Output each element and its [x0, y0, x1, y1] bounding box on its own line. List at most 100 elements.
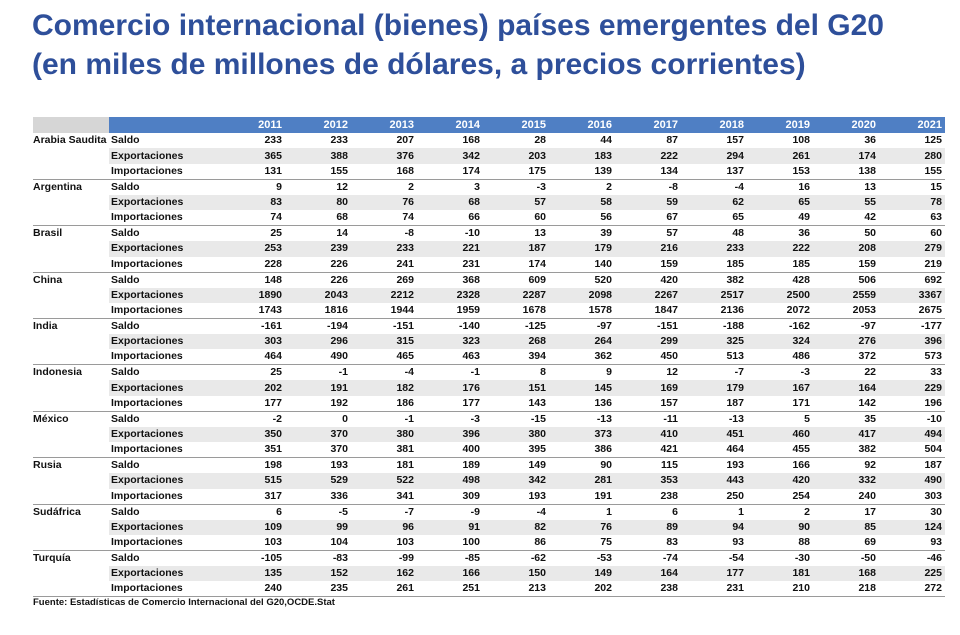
- value-cell: -105: [260, 551, 282, 564]
- value-cell: -7: [734, 366, 744, 379]
- value-cell: 174: [483, 256, 549, 273]
- table-row: Importaciones 317 336 341 309 193 191 238 250 254…: [33, 488, 945, 505]
- value-cell: 150: [483, 565, 549, 582]
- value-cell: 231: [417, 256, 483, 273]
- value-cell: 299: [615, 333, 681, 350]
- value-cell: 1578: [549, 302, 615, 319]
- row-label: Exportaciones: [109, 426, 219, 443]
- value-cell: 139: [549, 163, 615, 180]
- value-cell: 157: [726, 134, 744, 147]
- table-row: Argentina Saldo 9 12 2 3 -3 2 -8 -4 16 13 15: [33, 179, 945, 195]
- value-cell: 0: [342, 412, 348, 425]
- value-cell: 380: [351, 426, 417, 443]
- value-cell: 241: [351, 256, 417, 273]
- value-cell: -30: [794, 551, 810, 564]
- value-cell: 185: [747, 256, 813, 273]
- country-name: [33, 241, 109, 256]
- value-cell: 78: [879, 194, 945, 211]
- value-cell: -194: [326, 319, 348, 332]
- value-cell: 104: [285, 534, 351, 551]
- value-cell: 350: [219, 426, 285, 443]
- value-cell: 2267: [615, 287, 681, 303]
- table-row: Exportaciones 350 370 380 396 380 373 410 451 460…: [33, 426, 945, 443]
- row-label: Importaciones: [109, 349, 219, 366]
- value-cell: 3367: [879, 287, 945, 303]
- value-cell: 202: [219, 380, 285, 396]
- value-cell: 268: [483, 333, 549, 350]
- value-cell: 692: [924, 273, 942, 286]
- row-label: Importaciones: [109, 581, 219, 598]
- row-label: Importaciones: [109, 256, 219, 273]
- value-cell: 55: [813, 194, 879, 211]
- value-cell: 269: [396, 273, 414, 286]
- value-cell: -9: [470, 505, 480, 518]
- value-cell: 2: [804, 505, 810, 518]
- value-cell: 60: [483, 210, 549, 227]
- value-cell: 324: [747, 333, 813, 350]
- value-cell: 506: [858, 273, 876, 286]
- value-cell: -99: [398, 551, 414, 564]
- row-label: Importaciones: [109, 210, 219, 227]
- value-cell: 317: [219, 488, 285, 505]
- year-header: 2011: [219, 117, 285, 133]
- value-cell: 342: [417, 148, 483, 164]
- table-row: Exportaciones 303 296 315 323 268 264 299 325 324…: [33, 333, 945, 350]
- value-cell: 162: [351, 565, 417, 582]
- value-cell: 396: [879, 333, 945, 350]
- value-cell: -177: [920, 319, 942, 332]
- value-cell: 251: [417, 581, 483, 598]
- value-cell: 96: [351, 519, 417, 535]
- country-name: [33, 534, 109, 551]
- value-cell: 261: [351, 581, 417, 598]
- value-cell: 50: [864, 227, 876, 240]
- value-cell: 28: [534, 134, 546, 147]
- value-cell: 609: [528, 273, 546, 286]
- value-cell: 153: [747, 163, 813, 180]
- table-row: Importaciones 74 68 74 66 60 56 67 65 49 42 63: [33, 210, 945, 227]
- row-label: Importaciones: [109, 534, 219, 551]
- value-cell: 381: [351, 442, 417, 459]
- value-cell: 22: [864, 366, 876, 379]
- value-cell: 386: [549, 442, 615, 459]
- value-cell: 166: [417, 565, 483, 582]
- value-cell: 136: [549, 395, 615, 412]
- value-cell: 93: [681, 534, 747, 551]
- value-cell: 388: [285, 148, 351, 164]
- value-cell: 100: [417, 534, 483, 551]
- value-cell: 179: [681, 380, 747, 396]
- value-cell: 90: [600, 459, 612, 472]
- value-cell: 370: [285, 426, 351, 443]
- year-header: 2014: [417, 117, 483, 133]
- value-cell: 281: [549, 473, 615, 489]
- value-cell: 229: [879, 380, 945, 396]
- value-cell: 86: [483, 534, 549, 551]
- value-cell: 3: [474, 180, 480, 193]
- year-header: 2013: [351, 117, 417, 133]
- row-label: Exportaciones: [109, 565, 219, 582]
- value-cell: 187: [483, 241, 549, 257]
- value-cell: 2: [408, 180, 414, 193]
- country-name: [33, 195, 109, 210]
- value-cell: -125: [524, 319, 546, 332]
- value-cell: 183: [549, 148, 615, 164]
- value-cell: 253: [219, 241, 285, 257]
- country-name: [33, 566, 109, 581]
- value-cell: 138: [813, 163, 879, 180]
- row-label: Exportaciones: [109, 333, 219, 350]
- value-cell: 39: [600, 227, 612, 240]
- value-cell: 15: [930, 180, 942, 193]
- value-cell: 187: [924, 459, 942, 472]
- table-row: Importaciones 228 226 241 231 174 140 159 185 185…: [33, 256, 945, 273]
- value-cell: 17: [864, 505, 876, 518]
- value-cell: 213: [483, 581, 549, 598]
- value-cell: 76: [351, 194, 417, 211]
- value-cell: -4: [734, 180, 744, 193]
- value-cell: 2500: [747, 287, 813, 303]
- country-name: [33, 288, 109, 303]
- value-cell: -62: [530, 551, 546, 564]
- value-cell: 226: [330, 273, 348, 286]
- country-name: [33, 581, 109, 598]
- row-label: Importaciones: [109, 163, 219, 180]
- value-cell: 58: [549, 194, 615, 211]
- value-cell: 91: [417, 519, 483, 535]
